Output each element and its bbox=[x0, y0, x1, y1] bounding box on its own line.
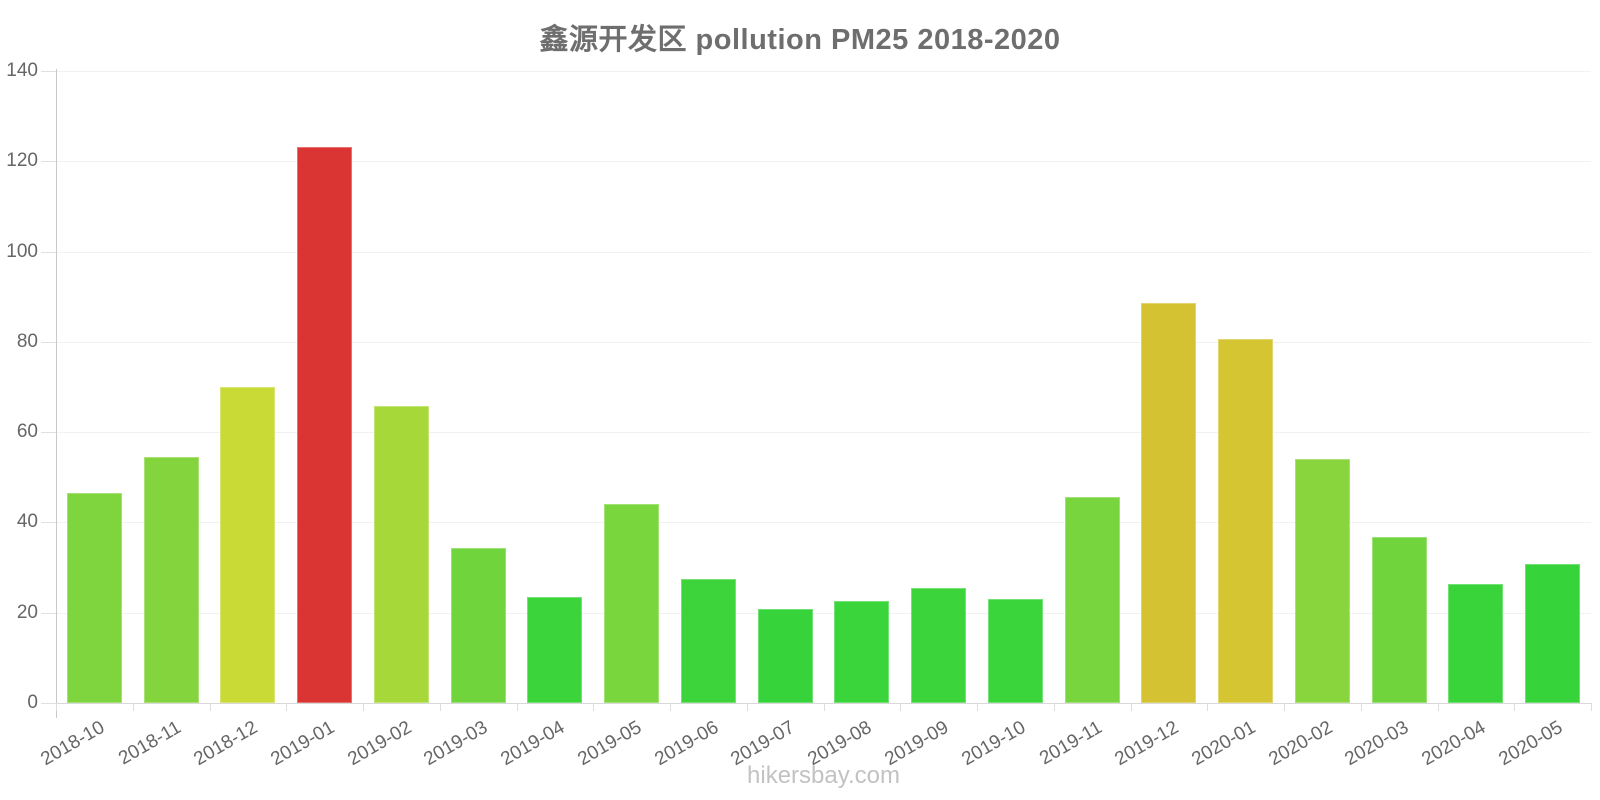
y-axis-label: 140 bbox=[6, 60, 38, 81]
y-axis-label: 100 bbox=[6, 241, 38, 262]
y-axis-tick-80 bbox=[41, 342, 56, 343]
bar-2020-05[interactable] bbox=[1525, 564, 1580, 703]
gridline-120 bbox=[56, 161, 1591, 162]
y-axis-label: 40 bbox=[16, 511, 38, 532]
watermark-link[interactable]: hikersbay.com bbox=[747, 762, 900, 789]
gridline-100 bbox=[56, 252, 1591, 253]
x-axis-tick bbox=[440, 703, 441, 711]
y-axis-tick-20 bbox=[41, 613, 56, 614]
y-axis-tick-120 bbox=[41, 161, 56, 162]
bar-2019-05[interactable] bbox=[604, 504, 659, 703]
bar-2019-02[interactable] bbox=[374, 406, 429, 703]
x-axis-tick bbox=[1438, 703, 1439, 711]
y-axis-label: 120 bbox=[6, 150, 38, 171]
bar-2019-07[interactable] bbox=[758, 609, 813, 703]
x-axis-tick bbox=[747, 703, 748, 711]
y-axis-label: 0 bbox=[27, 692, 38, 713]
x-axis-tick bbox=[824, 703, 825, 711]
x-axis-tick bbox=[363, 703, 364, 711]
y-axis-tick-60 bbox=[41, 432, 56, 433]
y-axis-label: 60 bbox=[16, 421, 38, 442]
x-axis-tick bbox=[1131, 703, 1132, 711]
x-axis-tick bbox=[1054, 703, 1055, 711]
bar-2019-12[interactable] bbox=[1141, 303, 1196, 703]
chart-title: 鑫源开发区 pollution PM25 2018-2020 bbox=[539, 24, 1061, 56]
bar-2019-01[interactable] bbox=[297, 147, 352, 703]
bar-2018-11[interactable] bbox=[144, 457, 199, 703]
x-axis-tick bbox=[1361, 703, 1362, 711]
bar-2020-01[interactable] bbox=[1218, 339, 1273, 703]
bar-2018-10[interactable] bbox=[67, 493, 122, 703]
x-axis-tick bbox=[900, 703, 901, 711]
bar-2020-04[interactable] bbox=[1448, 584, 1503, 703]
bar-2019-04[interactable] bbox=[527, 597, 582, 703]
y-axis-line bbox=[56, 69, 57, 718]
x-axis-tick bbox=[210, 703, 211, 711]
bar-2020-03[interactable] bbox=[1372, 537, 1427, 703]
gridline-140 bbox=[56, 71, 1591, 72]
y-axis-tick-40 bbox=[41, 522, 56, 523]
x-axis-tick bbox=[517, 703, 518, 711]
x-axis-tick bbox=[133, 703, 134, 711]
x-axis-line bbox=[56, 703, 1591, 704]
bar-2018-12[interactable] bbox=[220, 387, 275, 703]
y-axis-tick-140 bbox=[41, 71, 56, 72]
gridline-40 bbox=[56, 522, 1591, 523]
bar-2019-11[interactable] bbox=[1065, 497, 1120, 703]
x-axis-tick bbox=[1207, 703, 1208, 711]
bar-2019-08[interactable] bbox=[834, 601, 889, 703]
x-axis-tick bbox=[670, 703, 671, 711]
bar-2019-09[interactable] bbox=[911, 588, 966, 703]
gridline-60 bbox=[56, 432, 1591, 433]
x-axis-tick bbox=[593, 703, 594, 711]
bar-2020-02[interactable] bbox=[1295, 459, 1350, 703]
y-axis-label: 20 bbox=[16, 602, 38, 623]
x-axis-tick bbox=[1514, 703, 1515, 711]
gridline-20 bbox=[56, 613, 1591, 614]
x-axis-tick bbox=[977, 703, 978, 711]
y-axis-tick-0 bbox=[41, 703, 56, 704]
x-axis-tick bbox=[1284, 703, 1285, 711]
x-axis-tick bbox=[286, 703, 287, 711]
y-axis-tick-100 bbox=[41, 252, 56, 253]
gridline-80 bbox=[56, 342, 1591, 343]
bar-2019-10[interactable] bbox=[988, 599, 1043, 703]
bar-2019-03[interactable] bbox=[451, 548, 506, 703]
x-axis-tick bbox=[1591, 703, 1592, 711]
x-axis-tick bbox=[56, 703, 57, 711]
bar-2019-06[interactable] bbox=[681, 579, 736, 703]
y-axis-label: 80 bbox=[16, 331, 38, 352]
